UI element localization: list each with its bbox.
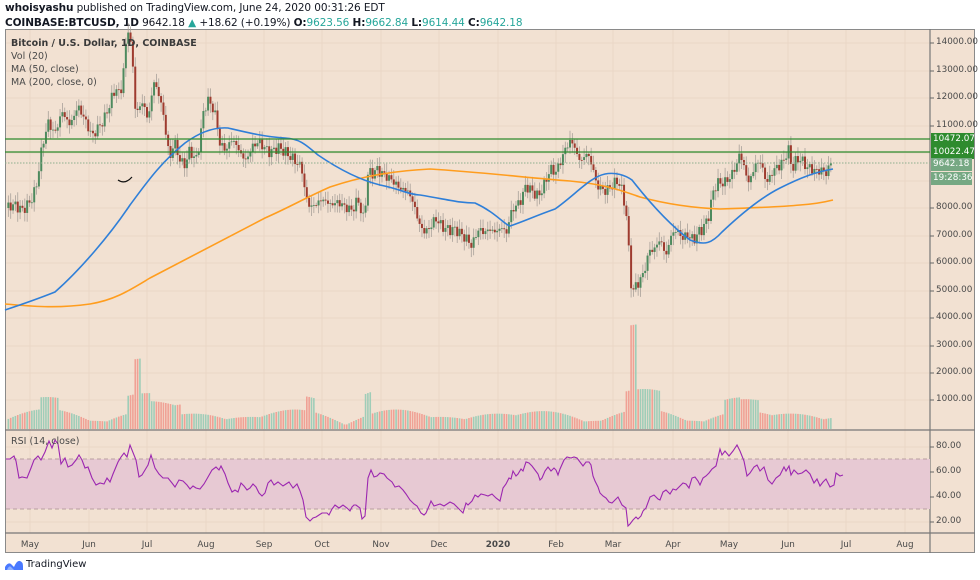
time-label: May [20, 540, 40, 550]
time-label: Aug [197, 540, 215, 550]
price-tick: 13000.00 [936, 65, 978, 75]
price-tick: 11000.00 [936, 120, 978, 130]
time-label: Nov [372, 540, 390, 550]
resistance-low-tag: 10022.47 [931, 146, 975, 159]
low-value: 9614.44 [422, 17, 465, 29]
rsi-tick: 40.00 [936, 491, 962, 501]
high-value: 9662.84 [365, 17, 409, 29]
legend-ma200[interactable]: MA (200, close, 0) [11, 77, 97, 88]
time-label: Jun [781, 540, 795, 550]
tradingview-logo-icon [5, 560, 23, 570]
price-tick: 4000.00 [936, 312, 973, 322]
author-name[interactable]: whoisyashu [5, 2, 74, 14]
high-label: H: [352, 17, 366, 29]
tradingview-brand[interactable]: TradingView [5, 559, 86, 570]
brand-name: TradingView [26, 559, 87, 570]
open-label: O: [293, 17, 307, 29]
price-tick: 2000.00 [936, 367, 973, 377]
symbol-label: COINBASE:BTCUSD, 1D [5, 17, 139, 29]
time-label: Jul [840, 540, 852, 550]
close-value: 9642.18 [479, 17, 523, 29]
countdown-tag: 19:28:36 [931, 172, 973, 185]
time-label: May [719, 540, 739, 550]
time-label: Feb [548, 540, 564, 550]
time-label: Jul [141, 540, 153, 550]
legend-rsi[interactable]: RSI (14, close) [11, 436, 80, 447]
up-arrow-icon: ▲ [188, 17, 197, 29]
legend-ma50[interactable]: MA (50, close) [11, 64, 79, 75]
rsi-tick: 20.00 [936, 516, 962, 526]
open-value: 9623.56 [306, 17, 350, 29]
time-label: Apr [665, 540, 681, 550]
price-change: +18.62 (+0.19%) [199, 17, 291, 29]
time-label: Aug [896, 540, 914, 550]
price-tick: 8000.00 [936, 202, 973, 212]
price-tick: 6000.00 [936, 257, 973, 267]
rsi-band [6, 459, 930, 509]
time-label: Jun [82, 540, 96, 550]
rsi-tick: 60.00 [936, 466, 962, 476]
rsi-line [6, 438, 844, 528]
symbol-info-bar: COINBASE:BTCUSD, 1D 9642.18 ▲ +18.62 (+0… [5, 17, 523, 29]
price-tick: 12000.00 [936, 92, 978, 102]
time-label-year: 2020 [485, 540, 511, 550]
time-label: Sep [255, 540, 273, 550]
low-label: L: [411, 17, 423, 29]
time-label: Oct [314, 540, 330, 550]
chart-canvas[interactable] [0, 0, 980, 560]
price-axis-ticks [930, 42, 934, 523]
volume-bars [7, 324, 832, 429]
price-tick: 14000.00 [936, 37, 978, 47]
time-label: Dec [430, 540, 448, 550]
price-tick: 5000.00 [936, 285, 973, 295]
last-price-tag: 9642.18 [931, 158, 972, 171]
publish-info: whoisyashu published on TradingView.com,… [5, 2, 385, 14]
candlesticks [7, 23, 832, 298]
ma200-line [4, 168, 834, 308]
close-label: C: [468, 17, 480, 29]
price-tick: 1000.00 [936, 394, 973, 404]
drawing-annotation [117, 176, 133, 183]
price-tick: 7000.00 [936, 230, 973, 240]
resistance-high-tag: 10472.07 [931, 133, 975, 146]
last-price: 9642.18 [142, 17, 185, 29]
chart-title[interactable]: Bitcoin / U.S. Dollar, 1D, COINBASE [11, 38, 197, 49]
ma50-line [4, 127, 834, 311]
price-tick: 3000.00 [936, 340, 973, 350]
rsi-tick: 80.00 [936, 441, 962, 451]
publish-text: published on TradingView.com, June 24, 2… [73, 2, 385, 14]
time-label: Mar [604, 540, 622, 550]
legend-volume[interactable]: Vol (20) [11, 51, 48, 62]
